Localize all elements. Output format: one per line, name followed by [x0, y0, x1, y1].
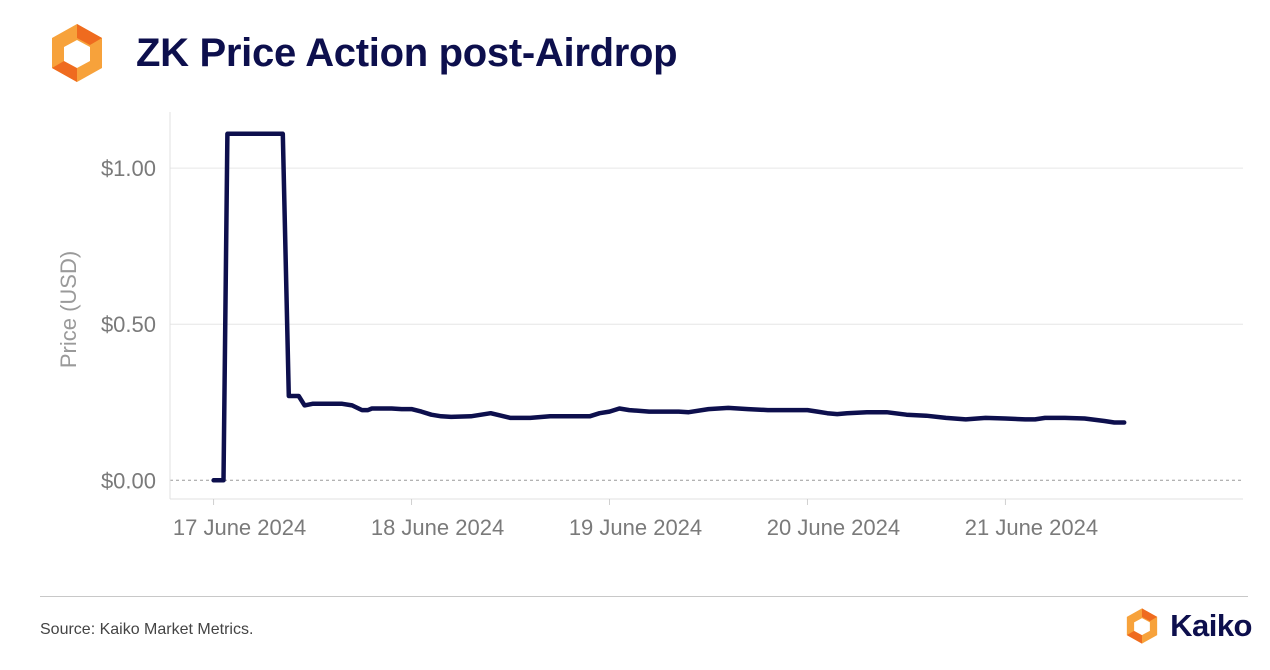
y-tick-label: $0.50 [101, 312, 156, 337]
y-tick-label: $0.00 [101, 468, 156, 493]
x-tick-label: 21 June 2024 [965, 515, 1098, 540]
footer-divider [40, 596, 1248, 597]
series-layer [211, 131, 1127, 483]
kaiko-logo-icon [52, 24, 102, 82]
source-note: Source: Kaiko Market Metrics. [40, 621, 254, 638]
x-tick-label: 20 June 2024 [767, 515, 900, 540]
footer-brand: Kaiko [1122, 606, 1252, 646]
x-tick-label: 18 June 2024 [371, 515, 504, 540]
x-tick-label: 17 June 2024 [173, 515, 306, 540]
price-series-line [211, 131, 1127, 483]
x-tick-label: 19 June 2024 [569, 515, 702, 540]
page-title: ZK Price Action post-Airdrop [136, 30, 678, 75]
y-axis-label: Price (USD) [56, 251, 81, 368]
price-line-chart: $0.00 $0.50 $1.00 17 June 2024 18 June 2024 1… [56, 112, 1243, 540]
kaiko-logo-icon [1126, 608, 1158, 644]
axes: $0.00 $0.50 $1.00 17 June 2024 18 June 2024 1… [101, 112, 1243, 540]
y-tick-label: $1.00 [101, 156, 156, 181]
chart-header: ZK Price Action post-Airdrop [44, 20, 678, 86]
brand-name: Kaiko [1170, 608, 1252, 643]
grid-lines [170, 167, 1243, 481]
